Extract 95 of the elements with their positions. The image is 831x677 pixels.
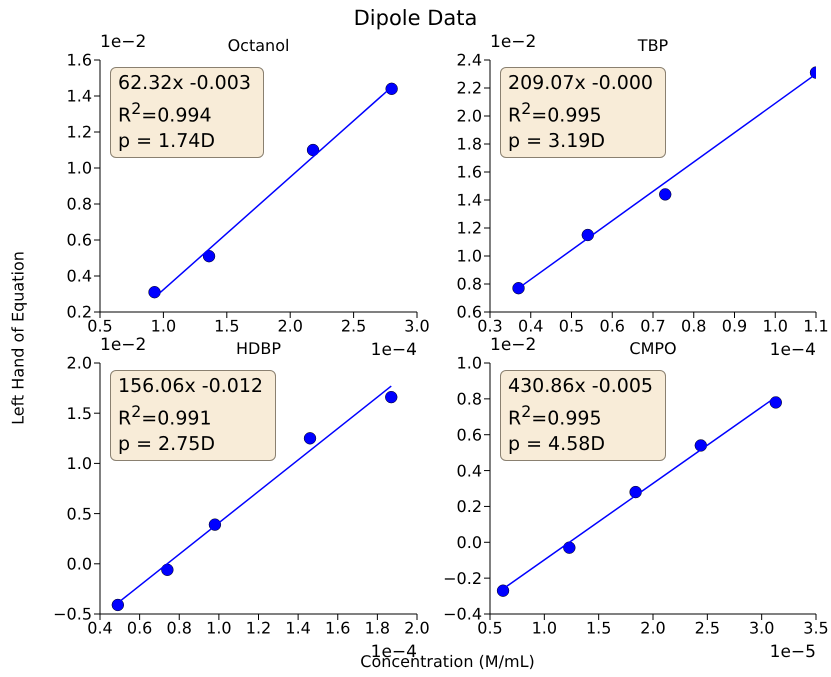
point bbox=[304, 432, 316, 444]
y-tick-label: 1.6 bbox=[456, 162, 482, 182]
y-tick-label: 0.0 bbox=[456, 532, 482, 552]
y-tick-label: 0.0 bbox=[66, 554, 92, 574]
point bbox=[512, 282, 525, 294]
y-tick-label: 0.4 bbox=[456, 461, 482, 480]
x-tick-label: 2.0 bbox=[277, 316, 303, 336]
x-tick-label: 0.5 bbox=[477, 618, 503, 638]
chart-title: HDBP bbox=[236, 339, 281, 358]
text: Dipole Data bbox=[352, 6, 478, 30]
y-tick-label: 1.5 bbox=[66, 404, 92, 423]
annotation: 156.06x -0.012 bbox=[118, 374, 264, 399]
y-tick-label: −0.2 bbox=[443, 568, 482, 588]
x-tick-label: 1.0 bbox=[762, 316, 788, 336]
text: 1e−4 bbox=[370, 340, 417, 360]
annotation: p = 3.19D bbox=[508, 129, 606, 154]
annotation: 209.07x -0.000 bbox=[508, 71, 654, 96]
y-tick-label: 1.0 bbox=[66, 158, 92, 178]
point bbox=[385, 390, 398, 404]
annotation: 62.32x -0.003 bbox=[118, 71, 251, 96]
annotation: p = 2.75D bbox=[118, 432, 216, 458]
x-tick-label: 1.5 bbox=[586, 618, 612, 638]
y-tick-label: 2.0 bbox=[456, 106, 482, 126]
y-tick-label: 1.0 bbox=[66, 454, 92, 474]
x-tick-label: 2.5 bbox=[694, 618, 720, 638]
y-axis-title: Left Hand of Equation bbox=[8, 251, 28, 425]
text: 1e−4 bbox=[770, 340, 816, 360]
x-tick-label: 2.0 bbox=[404, 618, 430, 638]
annotation: R$^{2}$=0.991 bbox=[118, 401, 213, 432]
x-tick-label: 1.8 bbox=[364, 618, 390, 638]
x-tick-label: 1.2 bbox=[246, 618, 272, 638]
text: 1e−2 bbox=[490, 32, 536, 52]
y-tick-label: 0.4 bbox=[66, 266, 92, 286]
y-tick-label: 1.2 bbox=[66, 122, 92, 142]
x-tick-label: 3.5 bbox=[803, 618, 829, 638]
text: 1e−5 bbox=[770, 642, 816, 662]
y-tick-label: 2.0 bbox=[66, 354, 92, 373]
text: 1e−2 bbox=[100, 32, 146, 52]
y-tick-label: 1.2 bbox=[456, 218, 482, 238]
x-tick-label: 0.5 bbox=[558, 316, 584, 336]
x-tick-label: 0.8 bbox=[681, 316, 706, 336]
point bbox=[563, 542, 576, 554]
x-tick-label: 1.5 bbox=[214, 316, 240, 336]
point bbox=[112, 598, 124, 612]
y-tick-label: 1.6 bbox=[66, 50, 92, 70]
point bbox=[770, 396, 782, 409]
annotation: p = 1.74D bbox=[118, 129, 216, 154]
x-tick-label: 0.7 bbox=[640, 316, 666, 336]
text: 1e−2 bbox=[100, 335, 146, 355]
annotation: p = 4.58D bbox=[508, 432, 606, 458]
point bbox=[306, 144, 320, 156]
x-tick-label: 0.4 bbox=[518, 316, 544, 336]
x-tick-label: 1.0 bbox=[206, 618, 232, 638]
point bbox=[202, 250, 216, 262]
x-tick-label: 1.6 bbox=[325, 618, 350, 638]
x-tick-label: 1.4 bbox=[285, 618, 311, 638]
x-tick-label: 2.0 bbox=[640, 618, 666, 638]
chart-title: Octanol bbox=[228, 36, 290, 55]
x-tick-label: 0.6 bbox=[600, 316, 625, 336]
chart-title: TBP bbox=[638, 36, 668, 55]
y-tick-label: 1.0 bbox=[456, 246, 482, 266]
point bbox=[161, 564, 174, 576]
annotation: R$^{2}$=0.994 bbox=[118, 98, 213, 128]
y-tick-label: 0.2 bbox=[456, 497, 482, 516]
x-tick-label: 1.0 bbox=[150, 316, 176, 336]
x-tick-label: 0.5 bbox=[87, 316, 113, 336]
y-tick-label: 0.8 bbox=[66, 194, 92, 214]
x-tick-label: 3.0 bbox=[404, 316, 430, 336]
x-tick-label: 3.0 bbox=[748, 618, 774, 638]
y-tick-label: 0.6 bbox=[456, 425, 482, 444]
x-tick-label: 1.0 bbox=[532, 618, 558, 638]
point bbox=[659, 188, 672, 201]
annotation: R$^{2}$=0.995 bbox=[508, 401, 603, 432]
y-tick-label: 0.8 bbox=[456, 274, 482, 294]
y-tick-label: 0.6 bbox=[66, 230, 92, 250]
point bbox=[385, 82, 398, 95]
y-tick-label: 2.2 bbox=[456, 78, 482, 98]
annotation: R$^{2}$=0.995 bbox=[508, 98, 603, 128]
x-tick-label: 0.6 bbox=[126, 618, 152, 638]
y-tick-label: 1.0 bbox=[456, 354, 482, 373]
x-tick-label: 2.5 bbox=[340, 316, 366, 336]
chart-title: CMPO bbox=[629, 339, 677, 358]
annotation: 430.86x -0.005 bbox=[508, 374, 654, 399]
point bbox=[148, 286, 161, 298]
y-tick-label: 1.4 bbox=[66, 86, 92, 106]
x-tick-label: 0.8 bbox=[166, 618, 192, 638]
y-tick-label: 0.8 bbox=[456, 390, 482, 409]
y-tick-label: 1.4 bbox=[456, 190, 482, 210]
point bbox=[496, 584, 510, 597]
text: 1e−2 bbox=[490, 335, 536, 355]
x-tick-label: 1.1 bbox=[803, 316, 829, 336]
y-tick-label: 0.5 bbox=[66, 504, 92, 524]
y-tick-label: 2.4 bbox=[456, 50, 482, 70]
y-tick-label: 1.8 bbox=[456, 134, 482, 154]
x-tick-label: 0.9 bbox=[722, 316, 748, 336]
